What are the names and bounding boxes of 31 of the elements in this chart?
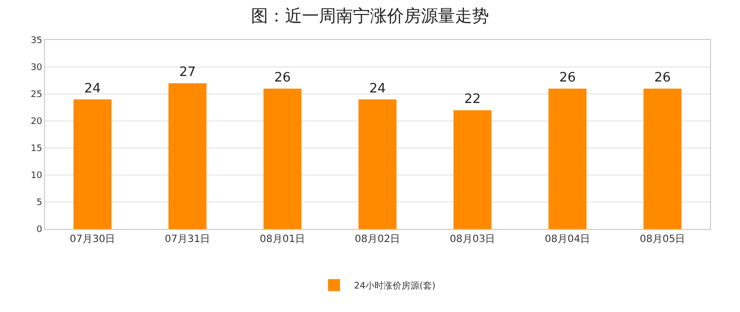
y-tick-label: 10: [30, 171, 42, 182]
x-tick-label: 08月03日: [450, 234, 496, 245]
y-tick-label: 25: [30, 90, 42, 100]
y-tick-label: 0: [36, 225, 42, 236]
bar: [168, 83, 206, 229]
bar: [454, 110, 492, 229]
data-label: 26: [654, 70, 671, 86]
x-tick-label: 08月02日: [354, 234, 400, 245]
y-tick-label: 20: [30, 117, 42, 128]
y-tick-label: 35: [30, 36, 42, 46]
bar: [548, 88, 586, 229]
y-tick-label: 30: [30, 63, 42, 74]
x-tick-label: 08月01日: [260, 234, 306, 245]
x-tick-label: 07月30日: [70, 234, 116, 245]
chart-title: 图：近一周南宁涨价房源量走势: [251, 6, 489, 26]
y-tick-label: 5: [36, 198, 42, 208]
bar: [264, 88, 302, 229]
bar: [74, 99, 112, 229]
data-label: 27: [179, 65, 196, 80]
data-label: 22: [464, 92, 481, 108]
x-tick-label: 08月05日: [640, 234, 686, 245]
y-tick-label: 15: [30, 144, 42, 154]
bar: [358, 99, 396, 229]
data-label: 26: [274, 70, 291, 86]
data-label: 24: [369, 81, 386, 96]
x-tick-label: 07月31日: [164, 234, 210, 245]
bar: [644, 88, 682, 229]
x-tick-label: 08月04日: [544, 234, 590, 245]
data-label: 26: [559, 70, 576, 86]
data-label: 24: [84, 81, 101, 96]
legend-label: 24小时涨价房源(套): [354, 280, 436, 292]
